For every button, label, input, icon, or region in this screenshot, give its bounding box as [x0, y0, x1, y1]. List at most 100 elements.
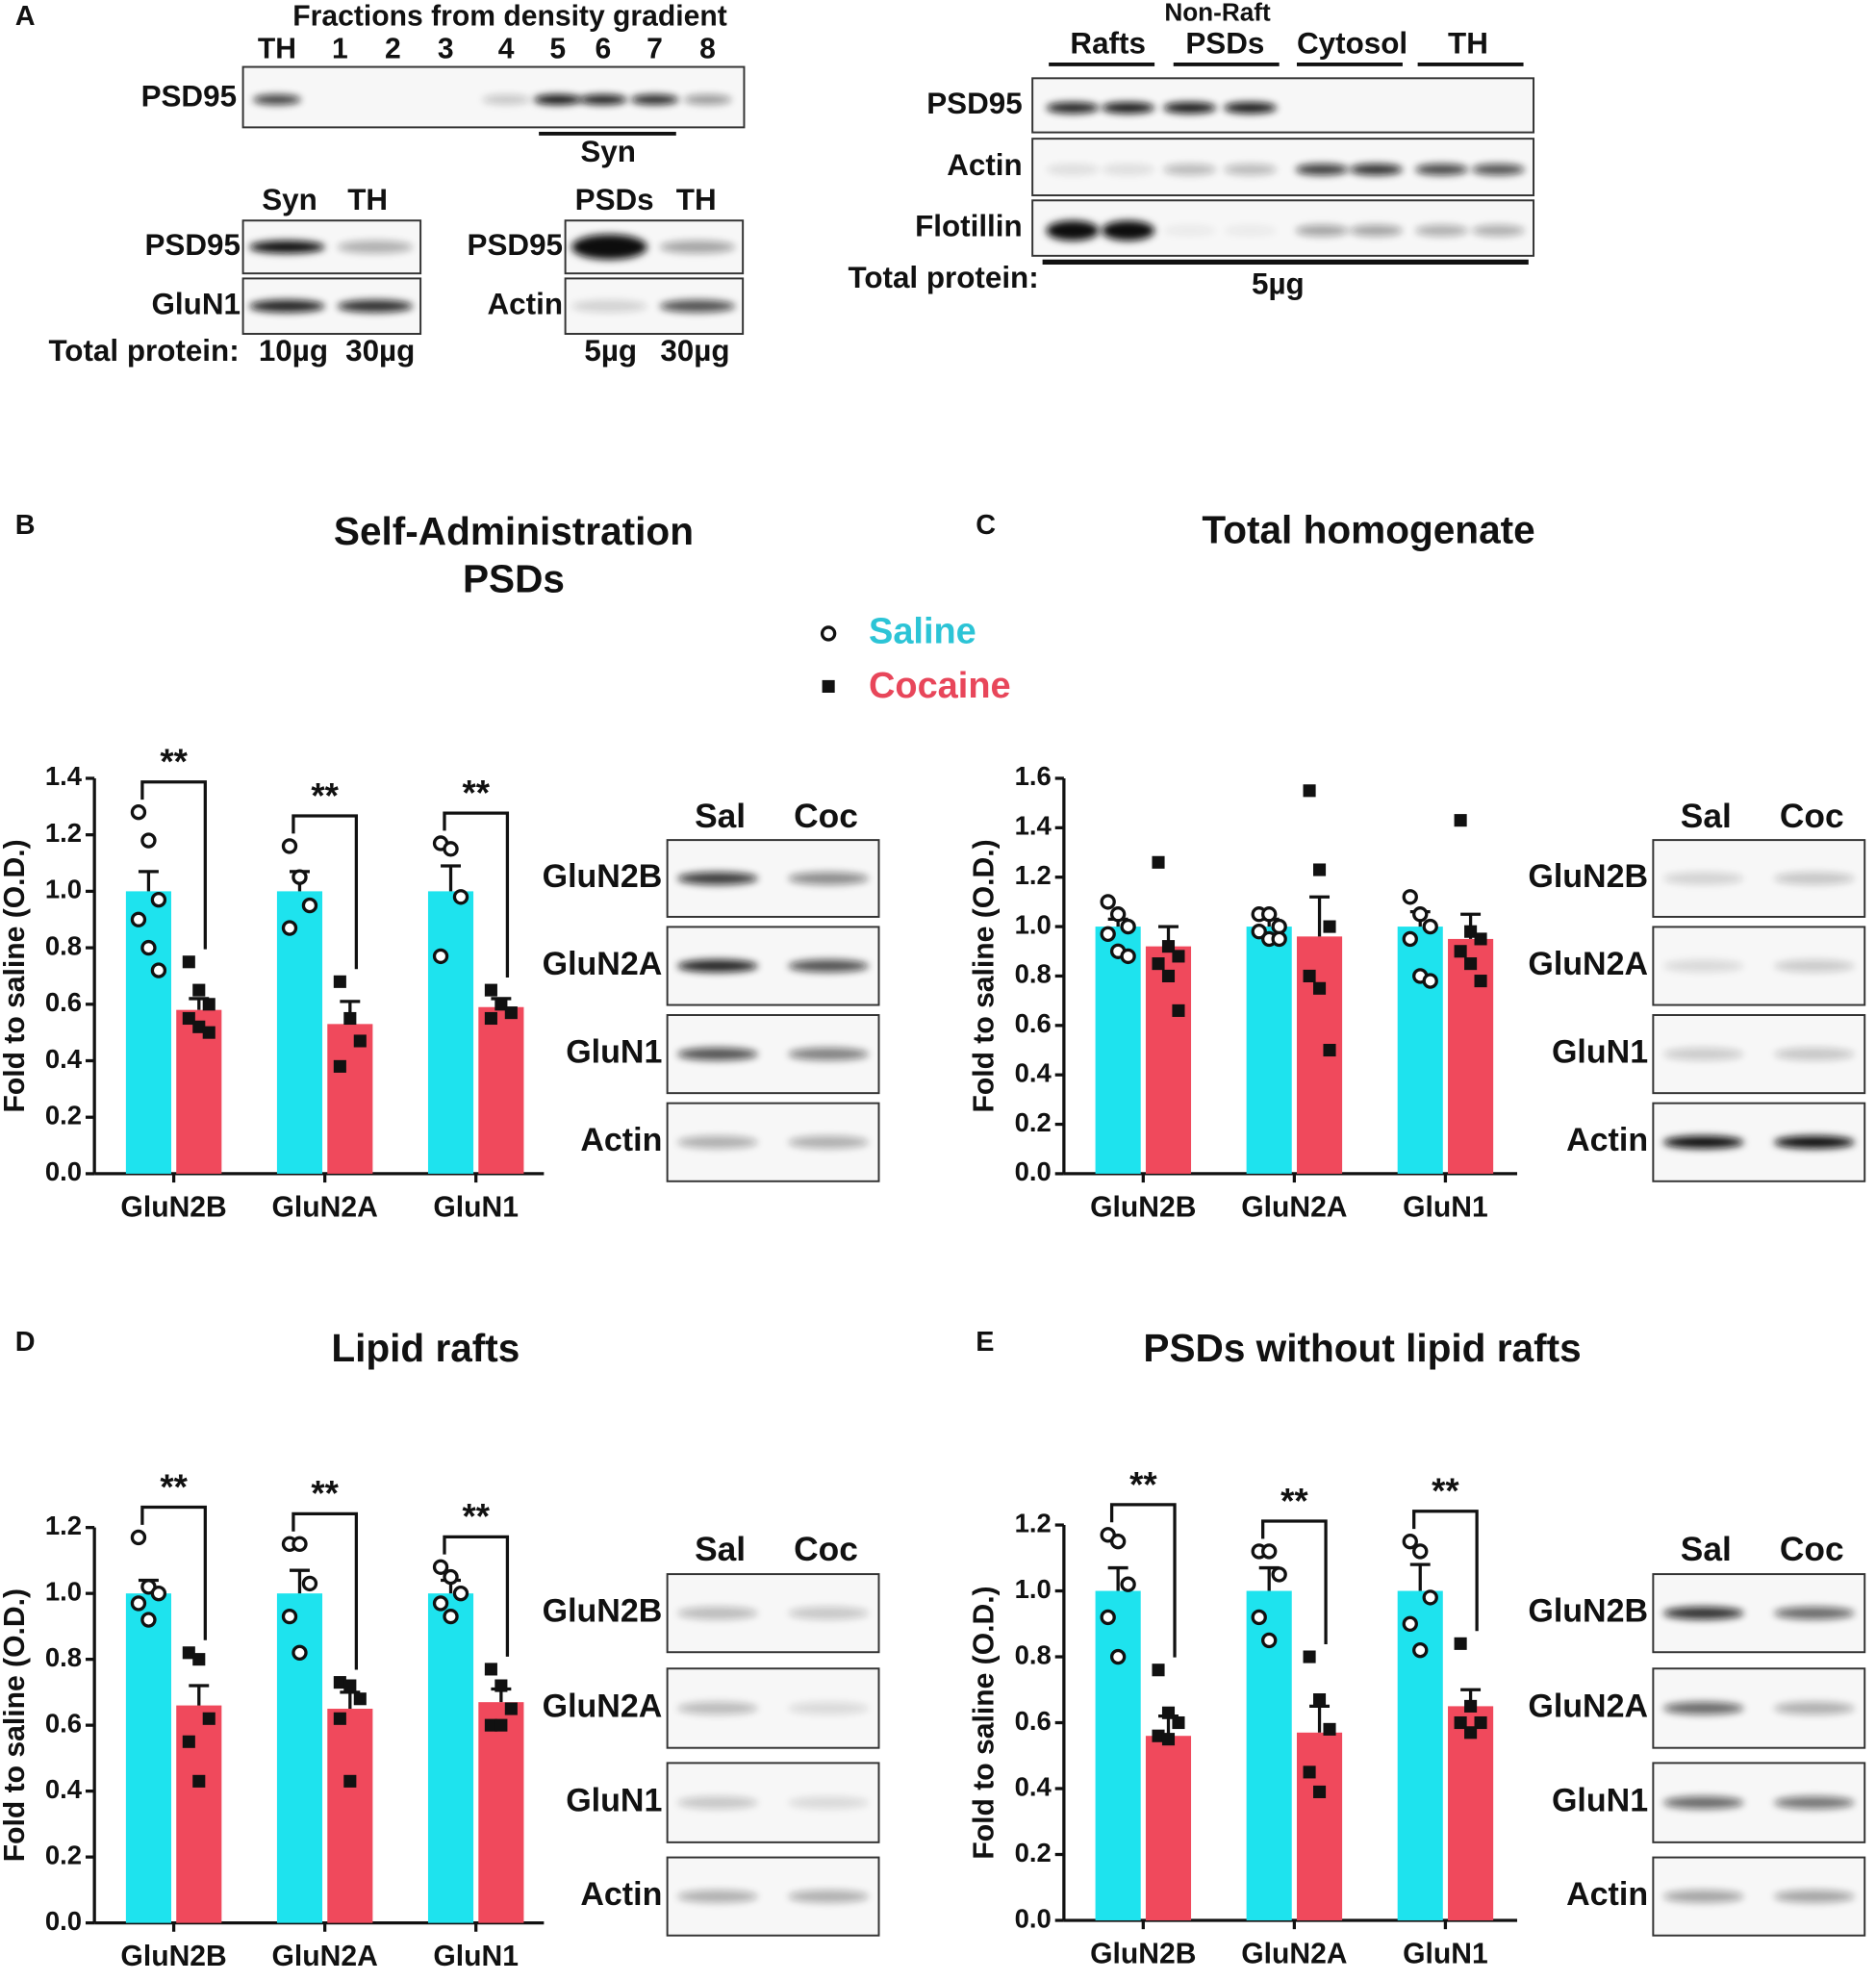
- lane-label: Coc: [794, 798, 858, 835]
- row-label: GluN2A: [1528, 1688, 1648, 1724]
- data-point: [202, 998, 215, 1011]
- x-tick-label: GluN1: [433, 1941, 519, 1972]
- blot-band: [788, 1135, 870, 1149]
- bar: [276, 1593, 323, 1923]
- panel-label: D: [15, 1327, 36, 1358]
- lane-label: TH: [676, 183, 717, 216]
- blot-band: [1163, 164, 1217, 176]
- y-tick-label: 0.8: [45, 1642, 82, 1672]
- blot-band: [788, 1607, 870, 1620]
- data-point: [1464, 925, 1478, 938]
- row-label: PSD95: [926, 87, 1022, 120]
- data-point: [1313, 981, 1327, 995]
- x-tick-label: GluN2B: [120, 1192, 226, 1224]
- data-point: [443, 1568, 459, 1586]
- data-point: [1100, 1609, 1116, 1626]
- data-point: [1161, 969, 1176, 982]
- legend-marker: [820, 625, 837, 642]
- bar: [1145, 1736, 1192, 1920]
- lane-label: Sal: [695, 798, 746, 835]
- bar: [1397, 1590, 1443, 1920]
- error-bar: [1107, 1565, 1128, 1591]
- bar: [1145, 946, 1192, 1174]
- x-tick-label: GluN2A: [271, 1192, 377, 1224]
- pool-label: Syn: [580, 135, 636, 168]
- data-point: [130, 1529, 147, 1546]
- y-axis-label: Fold to saline (O.D.): [969, 839, 1001, 1112]
- data-point: [443, 841, 459, 857]
- y-axis-label: Fold to saline (O.D.): [0, 1588, 31, 1862]
- data-point: [140, 1612, 157, 1628]
- row-label: GluN2A: [1528, 946, 1648, 982]
- y-tick-label: 0.6: [1015, 1706, 1052, 1736]
- row-label: GluN2B: [543, 858, 663, 895]
- y-tick-label: 0.0: [1015, 1156, 1052, 1186]
- lane-label: 2: [385, 33, 401, 64]
- blot-band: [1295, 164, 1349, 176]
- data-point: [1271, 1566, 1287, 1583]
- significance-bracket: [1412, 1510, 1479, 1632]
- data-point: [1251, 1609, 1267, 1626]
- data-point: [192, 1653, 206, 1666]
- lane-label: Cytosol: [1297, 27, 1407, 61]
- data-point: [1303, 1650, 1316, 1664]
- lane-label: PSDs: [1185, 27, 1264, 61]
- row-label: GluN1: [1552, 1783, 1648, 1819]
- y-tick-label: 0.4: [1015, 1771, 1052, 1801]
- data-point: [432, 1595, 449, 1612]
- lane-label: 4: [498, 33, 515, 64]
- data-point: [1271, 930, 1287, 948]
- y-tick-label: 1.2: [45, 818, 82, 848]
- bar: [1448, 1706, 1494, 1920]
- blot-band: [482, 94, 530, 105]
- row-label: GluN2A: [543, 946, 663, 982]
- data-point: [1323, 1722, 1336, 1736]
- lane-label: 6: [596, 33, 612, 64]
- data-point: [140, 832, 157, 849]
- blot-band: [253, 94, 301, 105]
- data-point: [281, 1608, 298, 1625]
- chart-title: Lipid rafts: [331, 1326, 520, 1370]
- data-point: [494, 1718, 508, 1732]
- x-tick-label: GluN2B: [120, 1941, 226, 1972]
- lane-label: Sal: [695, 1531, 746, 1568]
- bar: [1448, 938, 1494, 1174]
- lane-label: Syn: [262, 183, 317, 216]
- row-label: Actin: [580, 1876, 662, 1913]
- lane-label: Sal: [1681, 1531, 1732, 1568]
- data-point: [484, 983, 497, 997]
- data-point: [1152, 957, 1165, 971]
- y-tick-label: 0.2: [1015, 1107, 1052, 1137]
- significance-bracket: [443, 1535, 510, 1657]
- data-point: [1474, 975, 1487, 988]
- data-point: [1152, 855, 1165, 869]
- row-label: Actin: [580, 1122, 662, 1158]
- blot-band: [683, 94, 732, 105]
- significance-bracket: [1261, 1519, 1328, 1644]
- row-label: PSD95: [468, 228, 563, 262]
- lane-label: 5: [549, 33, 566, 64]
- y-axis-label: Fold to saline (O.D.): [969, 1586, 1001, 1859]
- header-note: Non-Raft: [1164, 0, 1271, 26]
- blot-band: [677, 1701, 758, 1715]
- error-bar: [1409, 1562, 1431, 1591]
- data-point: [1251, 924, 1267, 940]
- blot-band: [1046, 102, 1100, 114]
- bar: [276, 891, 323, 1174]
- panel-label: E: [976, 1327, 994, 1358]
- data-point: [432, 1559, 449, 1575]
- error-bar: [1309, 895, 1331, 937]
- lane-label: 8: [699, 33, 716, 64]
- row-label: GluN1: [152, 288, 241, 321]
- data-point: [140, 939, 157, 956]
- significance-label: **: [160, 1467, 188, 1507]
- blot-band: [1471, 164, 1525, 176]
- data-point: [182, 1011, 195, 1026]
- blot-band: [1773, 1048, 1855, 1061]
- y-axis-label: Fold to saline (O.D.): [0, 839, 31, 1112]
- data-point: [1303, 784, 1316, 798]
- data-point: [1172, 950, 1185, 963]
- data-point: [1464, 1699, 1478, 1713]
- data-point: [1313, 1693, 1327, 1707]
- row-label: GluN2A: [543, 1688, 663, 1724]
